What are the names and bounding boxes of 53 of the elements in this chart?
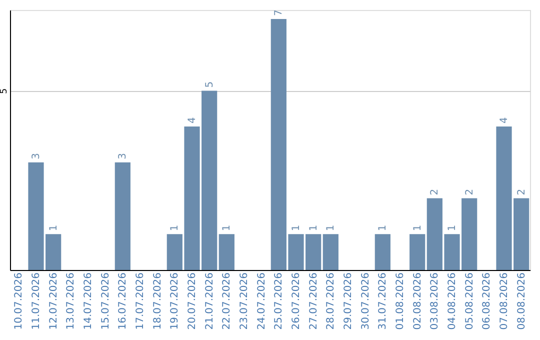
x-tick-label: 11.07.2026 xyxy=(31,272,42,330)
x-tick-label: 04.08.2026 xyxy=(447,272,458,330)
bar xyxy=(218,234,234,270)
x-tick-label: 21.07.2026 xyxy=(204,272,216,330)
x-tick-label: 05.08.2026 xyxy=(464,272,476,330)
data-label: 1 xyxy=(222,224,233,232)
bar xyxy=(322,234,338,270)
data-label: 3 xyxy=(118,153,129,160)
x-tick-label: 08.08.2026 xyxy=(516,272,528,330)
bar xyxy=(374,234,390,270)
x-tick-label: 02.08.2026 xyxy=(412,272,424,330)
data-label: 5 xyxy=(204,81,216,88)
data-label: 1 xyxy=(378,224,389,232)
data-label: 3 xyxy=(31,153,42,160)
data-label: 2 xyxy=(430,188,441,196)
x-tick-label: 22.07.2026 xyxy=(222,272,233,330)
x-tick-label: 25.07.2026 xyxy=(274,272,285,330)
data-label: 4 xyxy=(187,117,198,124)
x-tick-label: 07.08.2026 xyxy=(499,272,510,330)
data-label: 1 xyxy=(48,224,60,232)
x-tick-label: 31.07.2026 xyxy=(378,272,389,330)
x-tick-label: 18.07.2026 xyxy=(152,272,164,330)
x-tick-label: 06.08.2026 xyxy=(482,272,493,330)
x-tick-label: 16.07.2026 xyxy=(118,272,129,330)
x-tick-label: 19.07.2026 xyxy=(170,272,181,330)
x-tick-label: 01.08.2026 xyxy=(395,272,406,330)
data-label: 7 xyxy=(274,10,285,16)
data-label: 1 xyxy=(447,224,458,232)
x-tick-label: 29.07.2026 xyxy=(343,272,354,330)
data-label: 1 xyxy=(326,224,337,232)
data-label: 1 xyxy=(170,224,181,232)
x-tick-label: 14.07.2026 xyxy=(83,272,94,330)
x-tick-label: 13.07.2026 xyxy=(66,272,77,330)
x-tick-label: 26.07.2026 xyxy=(291,272,302,330)
x-tick-label: 15.07.2026 xyxy=(100,272,112,330)
data-label: 2 xyxy=(516,188,528,196)
x-tick-label: 17.07.2026 xyxy=(135,272,146,330)
data-label: 4 xyxy=(499,117,510,124)
x-tick-label: 28.07.2026 xyxy=(326,272,337,330)
data-label: 1 xyxy=(412,224,424,232)
x-tick-label: 20.07.2026 xyxy=(187,272,198,330)
x-tick-label: 03.08.2026 xyxy=(430,272,441,330)
bar xyxy=(114,162,130,270)
x-tick-label: 10.07.2026 xyxy=(14,272,25,330)
x-tick-label: 24.07.2026 xyxy=(256,272,268,330)
x-tick-label: 23.07.2026 xyxy=(239,272,250,330)
x-tick-label: 27.07.2026 xyxy=(308,272,320,330)
data-label: 1 xyxy=(291,224,302,232)
x-tick-label: 12.07.2026 xyxy=(48,272,60,330)
bar xyxy=(410,234,426,270)
data-label: 1 xyxy=(308,224,320,232)
data-label: 2 xyxy=(464,188,476,196)
x-tick-label: 30.07.2026 xyxy=(360,272,372,330)
